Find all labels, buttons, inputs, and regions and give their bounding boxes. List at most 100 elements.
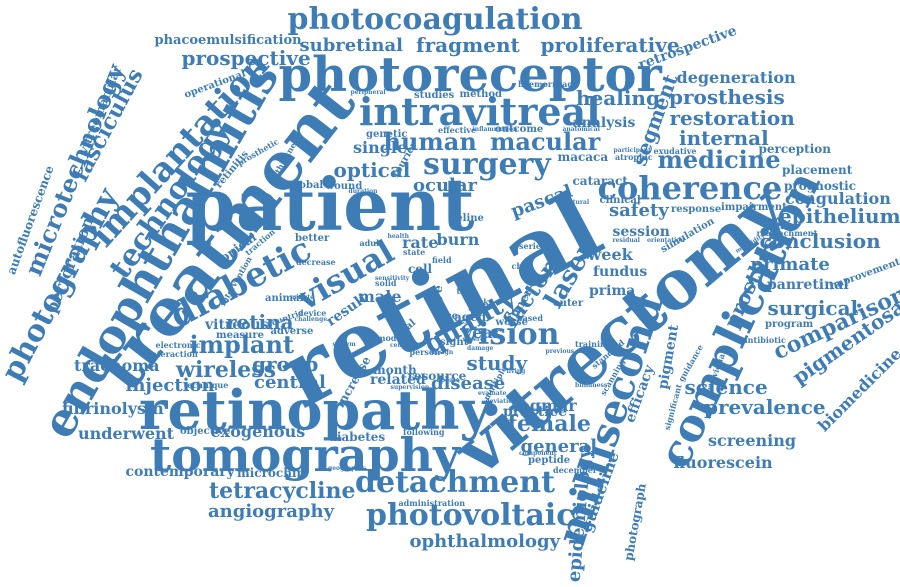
word-placement: placement [782,163,853,177]
word-training: training [575,339,612,349]
word-study: study [466,351,528,375]
word-previous: previous [545,348,575,355]
word-trial: trial [456,286,476,296]
word-male: male [358,287,402,306]
word-health: health [387,233,409,240]
word-general: general [520,436,598,457]
word-series: series [519,241,546,251]
word-prosthesis: prosthesis [669,85,785,109]
word-peptide: peptide [528,455,571,466]
word-effective: effective [438,125,477,135]
word-worse: worse [495,317,529,328]
word-retinopathy: retinopathy [139,378,491,442]
word-severe: severe [462,336,484,343]
word-month: month [373,363,417,377]
word-diabetes: diabetes [328,430,386,444]
word-optical: optical [333,158,411,182]
word-fibrinolysin: fibrinolysin [62,399,164,418]
word-perception: perception [758,142,832,156]
word-underwent: underwent [78,424,175,443]
word-practice: practice [503,404,567,420]
word-based: based [517,313,543,323]
word-impairment: impairment [721,202,787,213]
word-injection: injection [125,375,215,396]
word-outcome: outcome [495,124,544,135]
word-photocoagulation: photocoagulation [287,2,583,37]
word-session: session [612,224,670,240]
word-intravitreal: intravitreal [359,89,601,134]
word-case: case [433,311,459,322]
word-primate: primate [750,254,830,275]
word-haemorrhage: haemorrhage [518,79,579,89]
word-fundus: fundus [593,264,648,280]
word-sensitivity: sensitivity [375,275,410,282]
word-aged: aged [454,310,487,324]
word-restoration: restoration [669,106,795,130]
word-prevalence: prevalence [704,395,826,419]
word-angiography: angiography [208,501,335,522]
word-coherence: coherence [597,169,783,207]
word-central: central [254,372,326,393]
word-system: system [332,341,356,348]
word-measure: measure [216,330,264,341]
word-inflammation: inflammation [472,126,518,133]
word-trachoma: trachoma [74,356,160,375]
word-screening: screening [708,431,797,450]
word-genetic: genetic [366,129,408,140]
word-update: update [436,377,460,384]
word-interaction: interaction [148,349,198,359]
word-prognostic: prognostic [784,179,856,193]
word-minute: minute [290,294,314,301]
word-degeneration: degeneration [676,68,796,87]
word-geographic: geographic [328,465,366,472]
word-state: state [403,247,426,257]
word-contemporary: contemporary [125,464,235,480]
word-technique: technique [183,380,229,390]
word-wireless: wireless [176,357,277,383]
word-fluorescein: fluorescein [673,453,773,472]
word-living: living [506,368,526,375]
word-analysis: analysis [572,115,636,131]
word-chip: chip [511,261,531,271]
word-tomography: tomography [150,428,460,482]
word-response: response [671,204,722,215]
word-wound: wound [325,181,363,192]
word-outer: outer [553,298,584,309]
word-photovoltaic: photovoltaic [366,498,575,533]
word-field: field [432,255,452,265]
word-conclusion: conclusion [759,229,881,253]
word-healing: healing [576,86,660,110]
word-atrophic: atrophic [615,152,653,162]
word-exogenous: exogenous [210,422,306,441]
word-deviation: deviation [485,398,517,405]
word-internal: internal [679,126,769,150]
word-administration: administration [398,498,466,508]
word-logmar: logmar [513,396,577,415]
word-peripheral: peripheral [350,89,386,96]
word-model: model [377,333,405,343]
word-prospective: prospective [181,46,311,70]
word-disease: disease [431,373,506,394]
word-implant: implant [189,330,295,359]
word-program: program [765,319,814,330]
word-solid: solid [375,278,397,288]
word-group: group [252,352,319,376]
word-method: method [459,89,503,100]
word-female: female [507,411,591,437]
word-antibiotic: antibiotic [742,335,786,345]
word-component: component [519,450,557,457]
word-vitreous: vitreous [205,317,269,333]
word-feline: feline [452,213,484,224]
word-anatomical: anatomical [562,126,600,133]
word-adverse: adverse [270,326,314,337]
word-safety: safety [609,200,669,221]
word-device: device [298,308,327,318]
word-prima: prima [589,283,636,299]
word-electronic: electronic [155,340,201,350]
word-patient: patient [185,162,475,247]
word-week: week [587,245,633,264]
word-tetracycline: tetracycline [209,478,356,504]
word-science: science [684,375,768,399]
word-cell: cell [408,262,433,276]
word-ophthalmology: ophthalmology [409,531,561,552]
